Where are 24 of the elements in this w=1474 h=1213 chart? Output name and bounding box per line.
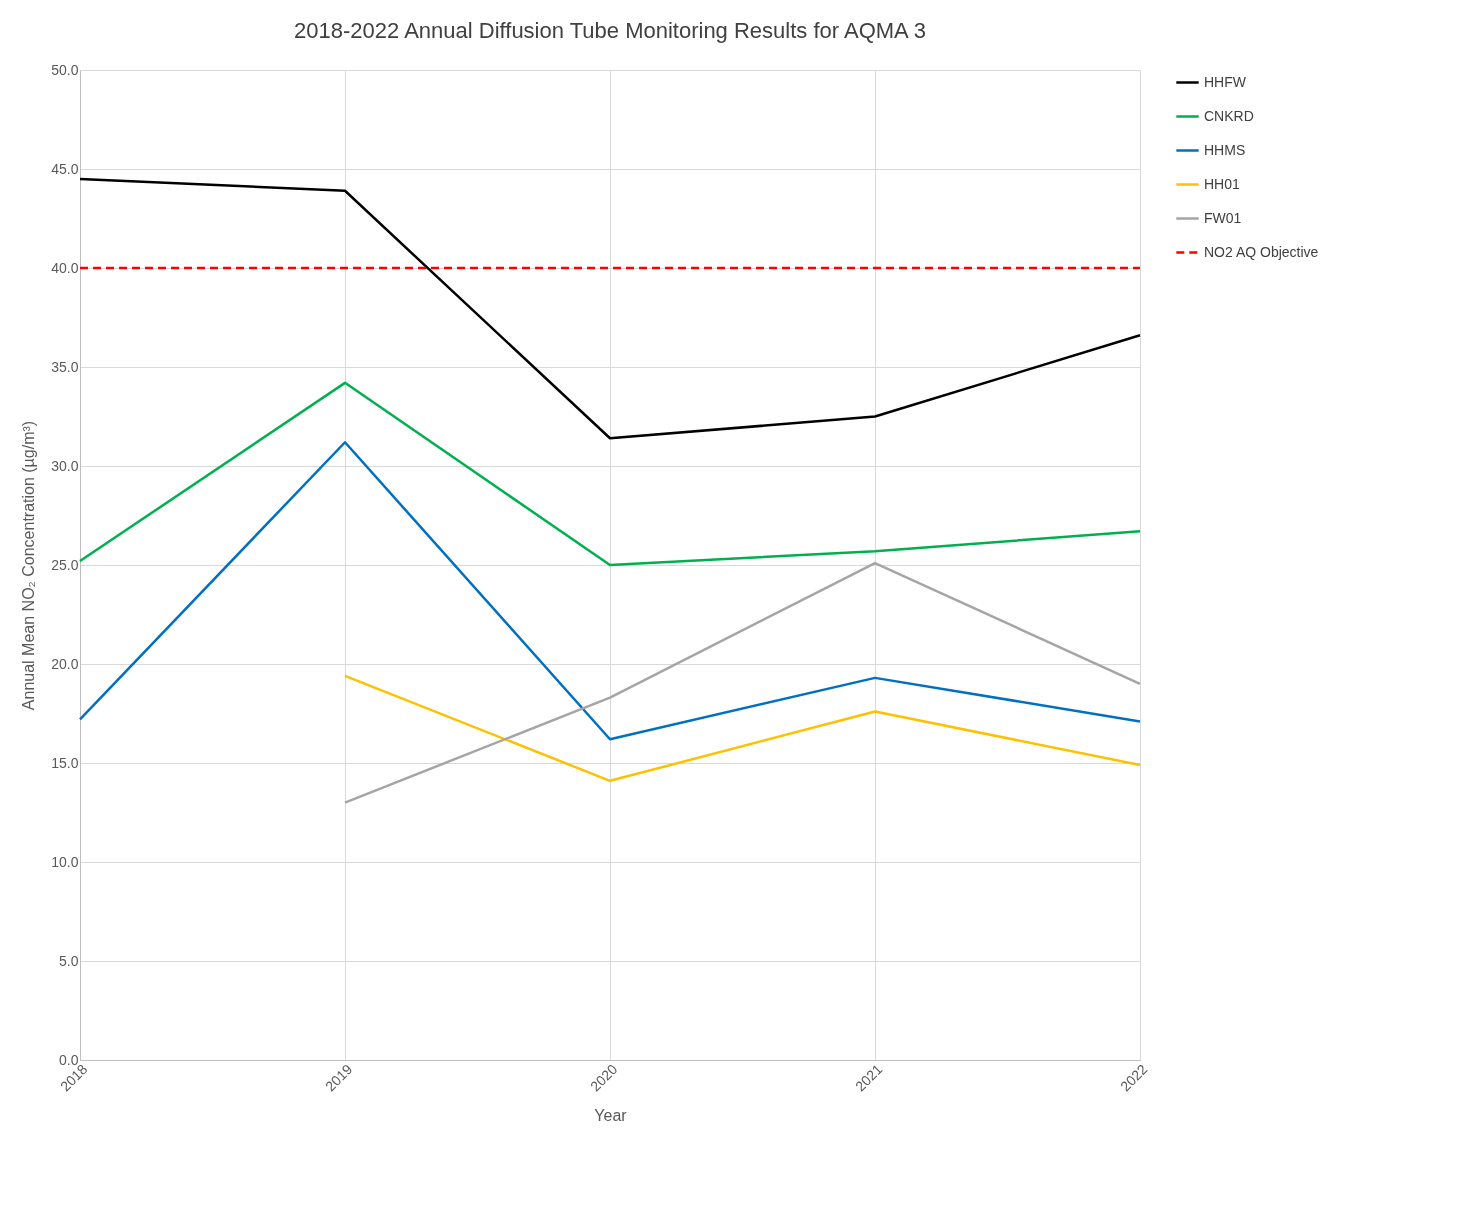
y-tick-label: 15.0 [51,754,79,771]
y-axis-title: Annual Mean NO₂ Concentration (µg/m³) [20,420,38,711]
legend-label: HHMS [1204,141,1246,158]
chart-title: 2018-2022 Annual Diffusion Tube Monitoring Results for AQMA 3 [294,18,926,43]
line-series [78,440,1142,741]
y-tick-label: 45.0 [51,160,79,177]
x-axis-title: Year [594,1107,628,1125]
legend-label: HH01 [1204,175,1241,192]
y-tick-label: 10.0 [51,853,79,870]
y-tick-label: 35.0 [51,358,79,375]
line-series [78,177,1142,440]
y-tick-label: 5.0 [59,952,79,969]
legend-label: NO2 AQ Objective [1204,243,1319,260]
y-tick-label: 20.0 [51,655,79,672]
legend-label: CNKRD [1204,107,1254,124]
y-tick-label: 30.0 [51,457,79,474]
y-tick-label: 40.0 [51,259,79,276]
y-tick-label: 50.0 [51,61,79,78]
line-series [343,674,1142,783]
legend-label: FW01 [1204,209,1242,226]
line-series [78,381,1142,567]
legend-label: HHFW [1204,73,1247,90]
y-tick-label: 25.0 [51,556,79,573]
line-series [343,561,1142,804]
